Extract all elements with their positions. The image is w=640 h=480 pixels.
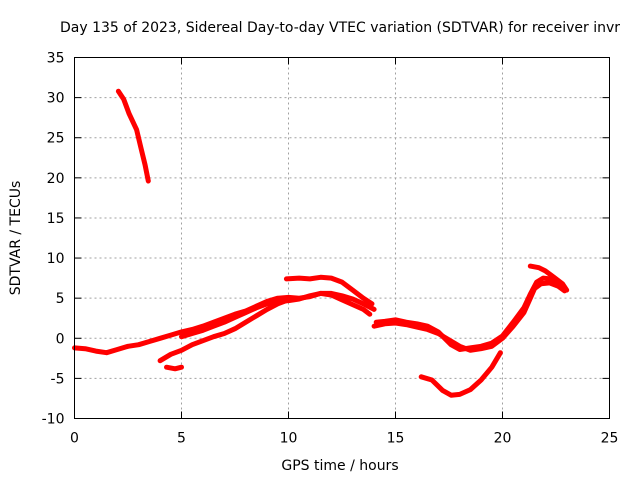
y-tick-label: 20 xyxy=(47,171,65,187)
y-tick-label: -5 xyxy=(51,371,65,387)
y-tick-label: 0 xyxy=(56,331,65,347)
y-tick-label: -10 xyxy=(42,412,65,428)
x-tick-label: 0 xyxy=(70,431,79,447)
axis-ticks: 0 5 10 15 20 25 -10 -5 0 5 10 15 20 25 30 35 xyxy=(42,51,619,447)
series-arc-6 xyxy=(283,274,375,307)
y-tick-label: 35 xyxy=(47,51,65,67)
x-tick-label: 10 xyxy=(280,431,298,447)
x-axis-title: GPS time / hours xyxy=(281,458,398,474)
y-tick-label: 30 xyxy=(47,91,65,107)
series-arc-8 xyxy=(371,280,568,353)
data-series xyxy=(72,88,570,398)
x-tick-label: 5 xyxy=(177,431,186,447)
y-axis-title: SDTVAR / TECUs xyxy=(8,181,24,296)
y-tick-label: 5 xyxy=(56,291,65,307)
grid-lines xyxy=(74,57,610,419)
series-arc-4 xyxy=(157,297,291,364)
series-arc-10 xyxy=(418,350,503,398)
y-tick-label: 15 xyxy=(47,211,65,227)
series-arc-3 xyxy=(179,290,373,340)
plot-frame xyxy=(74,57,610,419)
series-arc-1 xyxy=(115,88,151,184)
series-arc-5 xyxy=(164,364,184,372)
x-tick-label: 20 xyxy=(494,431,512,447)
x-tick-label: 25 xyxy=(601,431,619,447)
x-tick-label: 15 xyxy=(387,431,405,447)
y-tick-label: 10 xyxy=(47,251,65,267)
y-tick-label: 25 xyxy=(47,131,65,147)
chart-title: Day 135 of 2023, Sidereal Day-to-day VTE… xyxy=(60,20,620,36)
series-arc-9 xyxy=(527,263,570,293)
